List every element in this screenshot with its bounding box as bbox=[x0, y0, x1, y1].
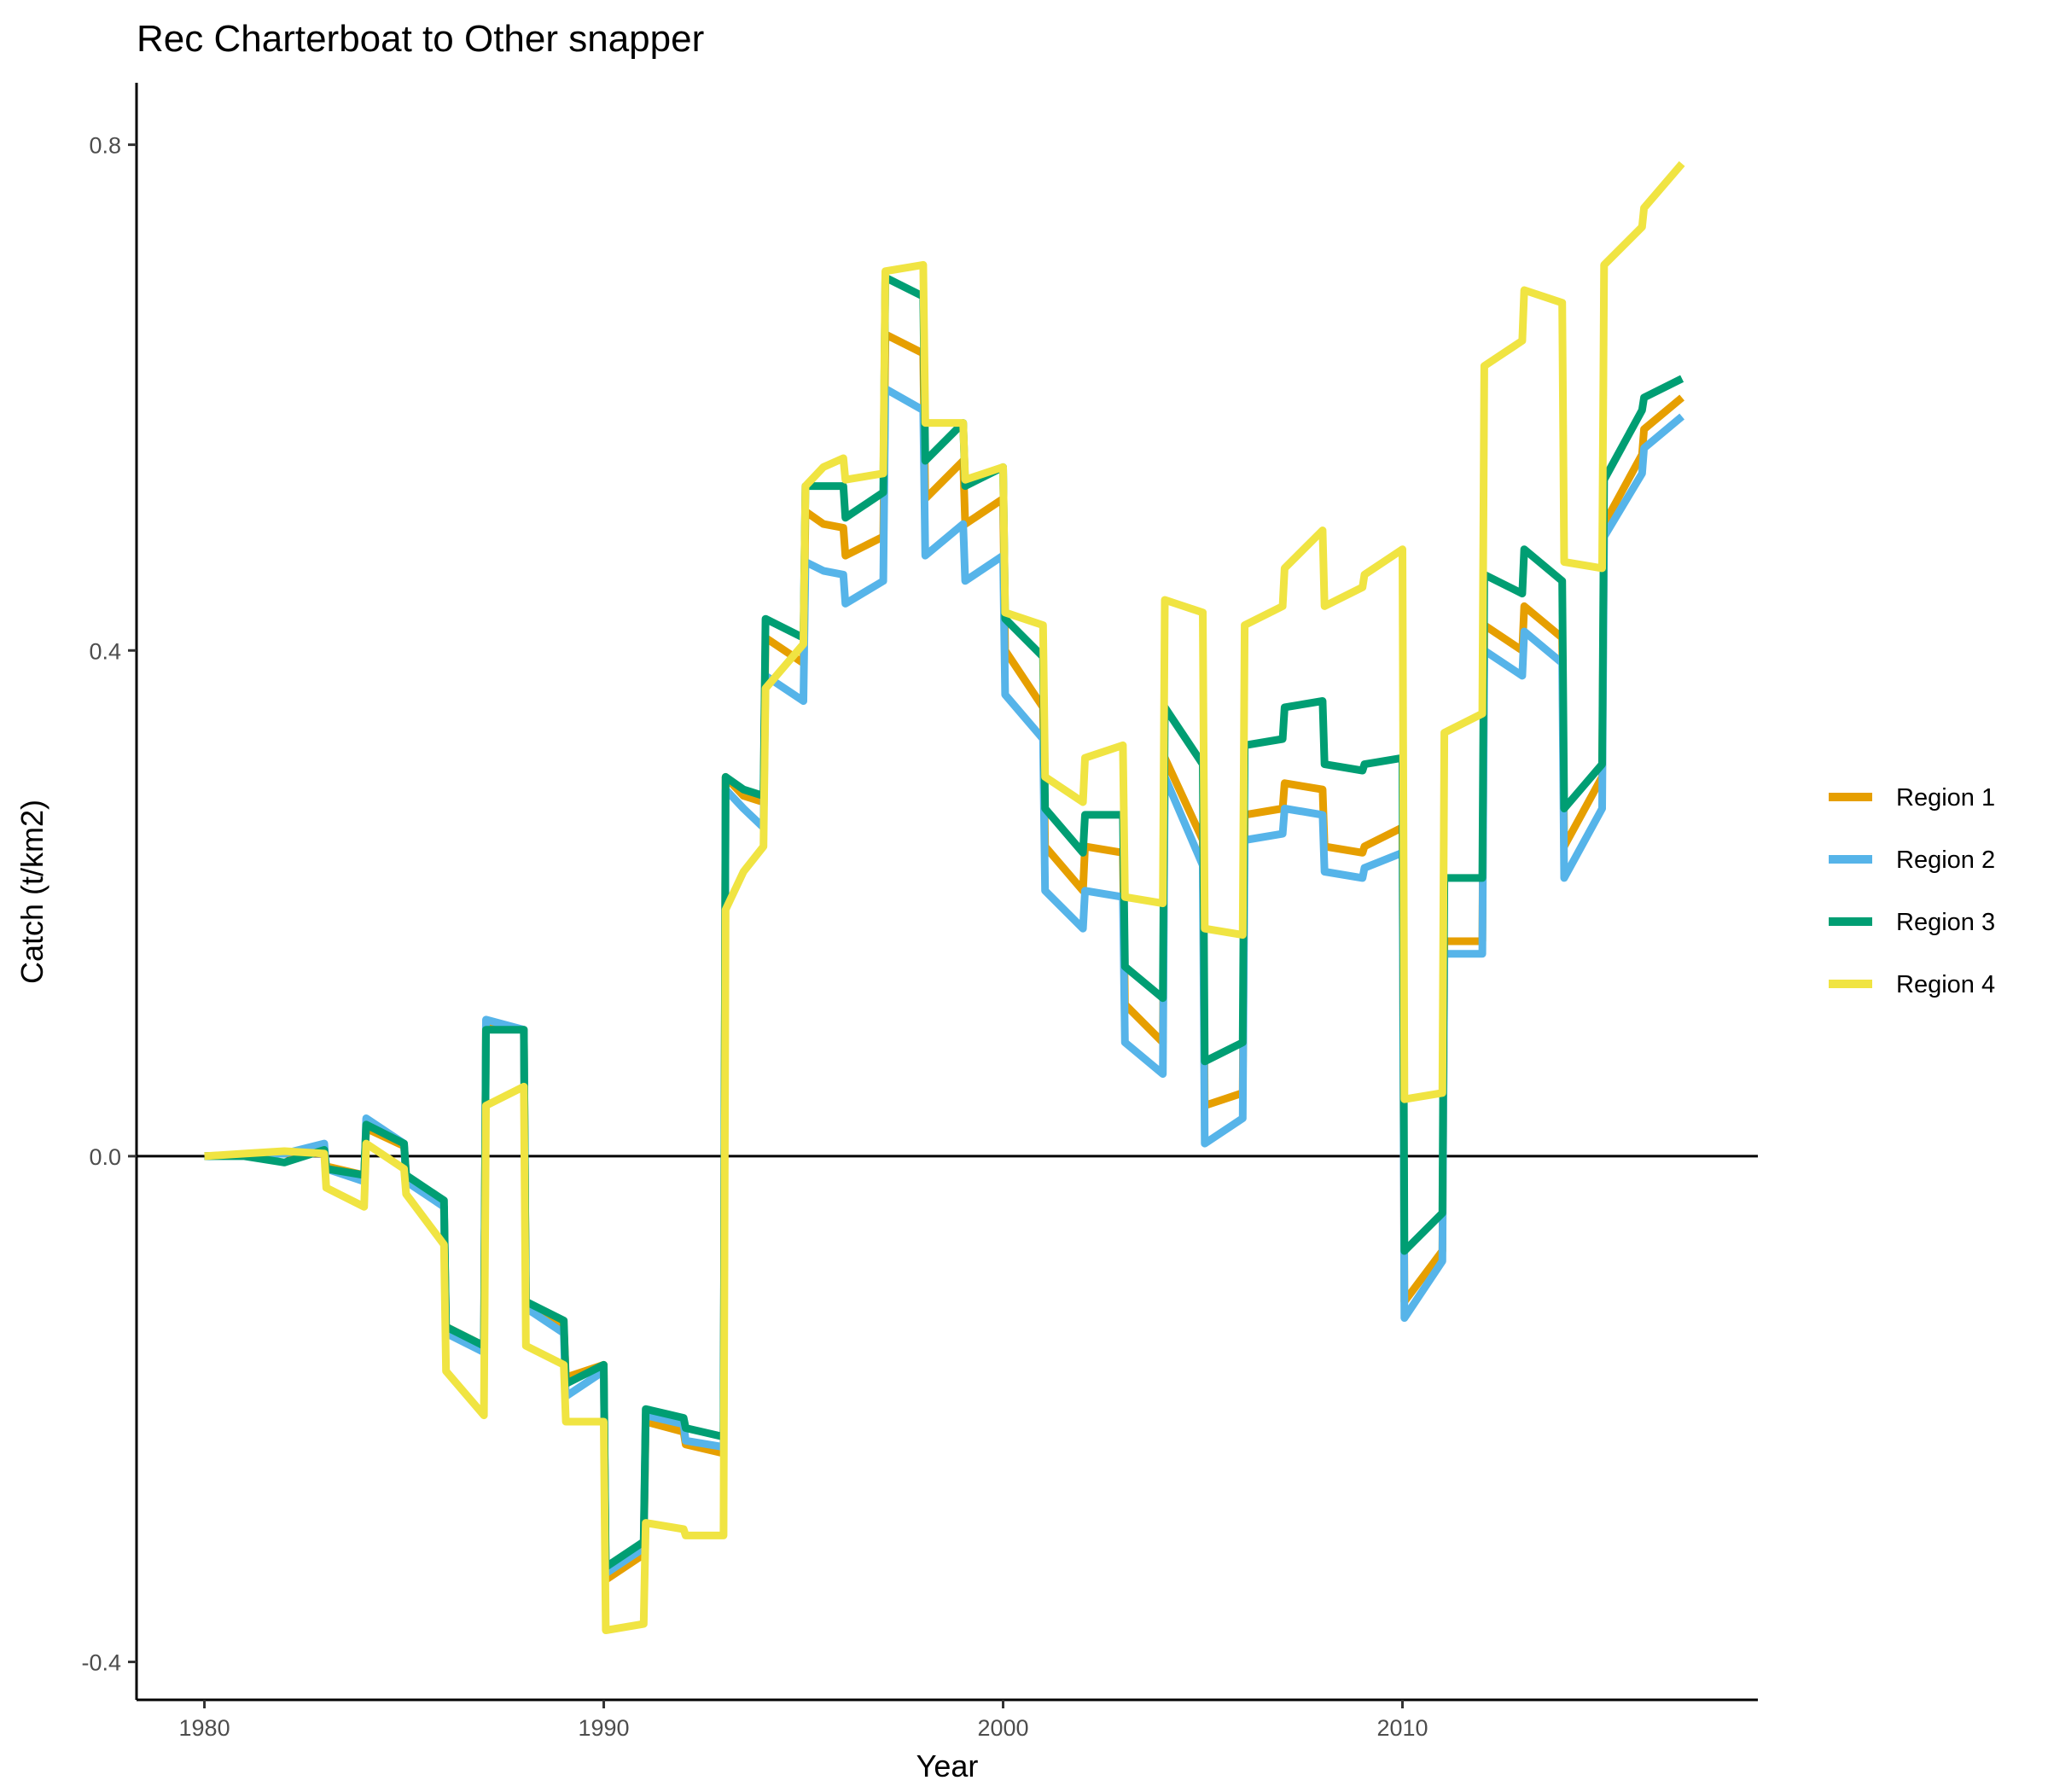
x-axis-ticks: 1980 1990 2000 2010 bbox=[179, 1700, 1428, 1741]
legend: Region 1 Region 2 Region 3 Region 4 bbox=[1829, 784, 1995, 998]
chart-title: Rec Charterboat to Other snapper bbox=[137, 18, 704, 60]
legend-item-region-4: Region 4 bbox=[1829, 971, 1995, 998]
y-tick-label: 0.0 bbox=[89, 1144, 121, 1170]
legend-label: Region 3 bbox=[1896, 909, 1995, 936]
legend-label: Region 2 bbox=[1896, 847, 1995, 874]
y-tick-label: 0.4 bbox=[89, 638, 121, 664]
y-axis-ticks: -0.4 0.0 0.4 0.8 bbox=[81, 133, 137, 1676]
legend-item-region-1: Region 1 bbox=[1829, 784, 1995, 812]
x-tick-label: 2000 bbox=[977, 1715, 1028, 1741]
x-tick-label: 2010 bbox=[1376, 1715, 1428, 1741]
x-axis-title: Year bbox=[916, 1748, 979, 1783]
series-line-region-4 bbox=[204, 160, 1685, 1634]
y-tick-label: -0.4 bbox=[81, 1650, 121, 1676]
series-line-region-3 bbox=[204, 273, 1684, 1571]
series-line-region-2 bbox=[204, 385, 1684, 1578]
x-tick-label: 1990 bbox=[578, 1715, 629, 1741]
legend-label: Region 4 bbox=[1896, 971, 1995, 998]
legend-item-region-2: Region 2 bbox=[1829, 847, 1995, 874]
plot-area bbox=[137, 160, 1758, 1634]
legend-item-region-3: Region 3 bbox=[1829, 909, 1995, 936]
legend-label: Region 1 bbox=[1896, 784, 1995, 812]
y-tick-label: 0.8 bbox=[89, 133, 121, 159]
x-tick-label: 1980 bbox=[179, 1715, 230, 1741]
y-axis-title: Catch (t/km2) bbox=[15, 800, 49, 984]
